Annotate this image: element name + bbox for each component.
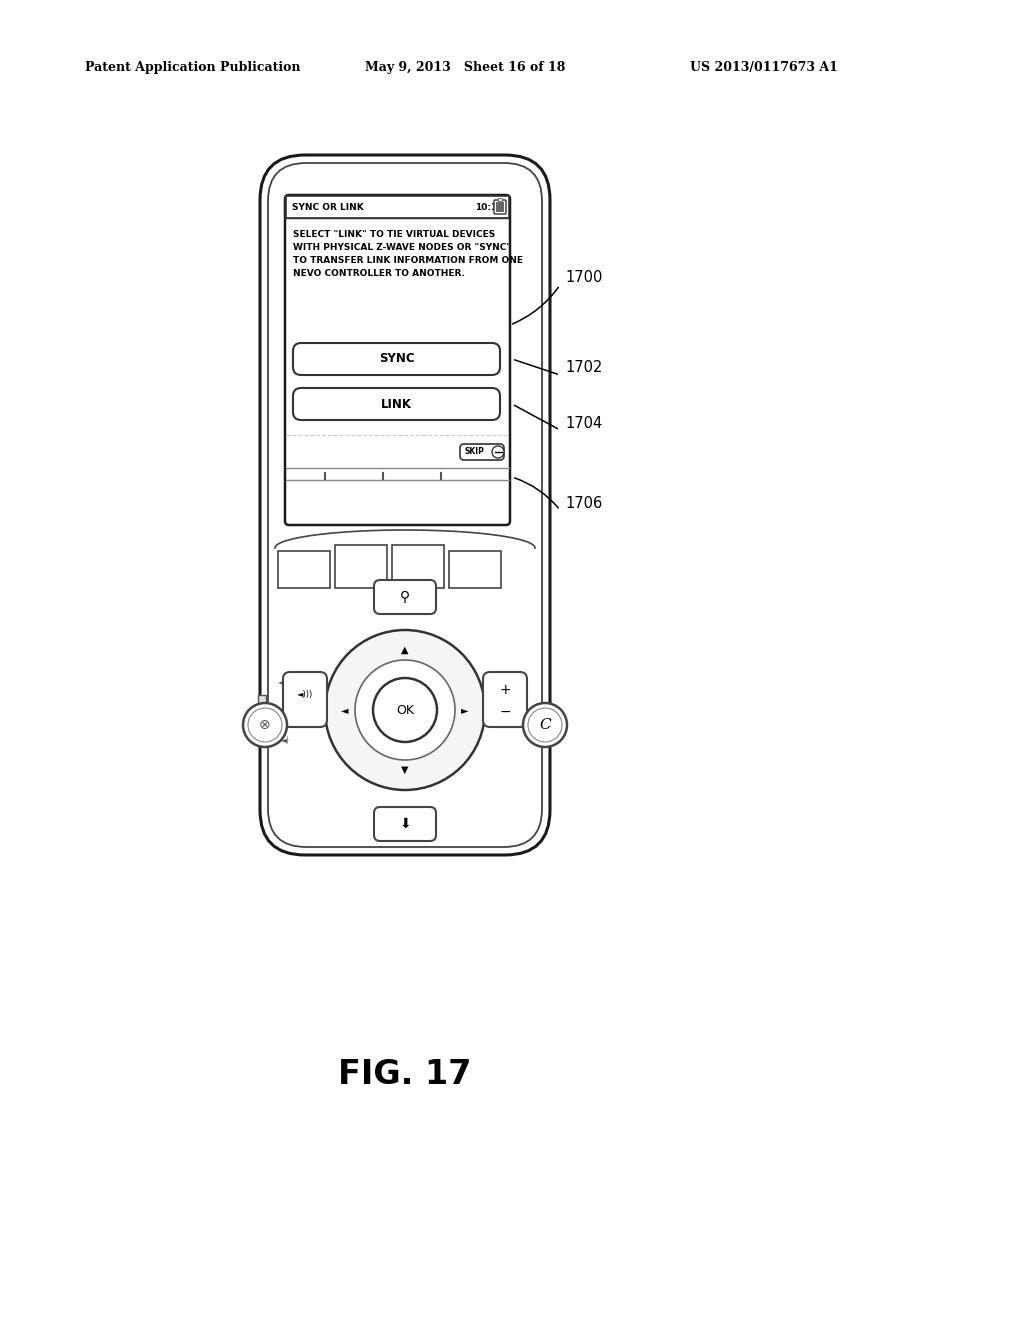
FancyBboxPatch shape	[293, 388, 500, 420]
Text: ⊗: ⊗	[259, 718, 270, 733]
Text: SELECT "LINK" TO TIE VIRTUAL DEVICES
WITH PHYSICAL Z-WAVE NODES OR "SYNC"
TO TRA: SELECT "LINK" TO TIE VIRTUAL DEVICES WIT…	[293, 230, 523, 277]
Text: ◄): ◄)	[281, 735, 290, 744]
Text: LINK: LINK	[381, 397, 412, 411]
Text: ◄: ◄	[341, 705, 349, 715]
Bar	[496, 202, 504, 213]
Bar	[498, 198, 502, 201]
Circle shape	[492, 446, 504, 458]
Text: 1706: 1706	[565, 495, 602, 511]
Bar	[258, 696, 266, 725]
Text: Patent Application Publication: Patent Application Publication	[85, 62, 300, 74]
Text: 1704: 1704	[565, 416, 602, 430]
FancyBboxPatch shape	[374, 579, 436, 614]
Circle shape	[325, 630, 485, 789]
Circle shape	[373, 678, 437, 742]
Text: SYNC OR LINK: SYNC OR LINK	[292, 202, 364, 211]
Text: SKIP: SKIP	[464, 447, 484, 457]
Circle shape	[248, 708, 282, 742]
FancyBboxPatch shape	[374, 807, 436, 841]
Text: C: C	[540, 718, 551, 733]
FancyBboxPatch shape	[260, 154, 550, 855]
Circle shape	[523, 704, 567, 747]
Bar	[449, 550, 501, 587]
Bar	[286, 195, 509, 218]
FancyBboxPatch shape	[483, 672, 527, 727]
Text: ◄))): ◄)))	[297, 689, 313, 698]
Text: May 9, 2013   Sheet 16 of 18: May 9, 2013 Sheet 16 of 18	[365, 62, 565, 74]
Text: ⬇: ⬇	[399, 817, 411, 832]
Text: 1702: 1702	[565, 360, 602, 375]
Text: −: −	[499, 705, 511, 719]
Bar	[335, 545, 387, 587]
Bar	[392, 545, 444, 587]
FancyBboxPatch shape	[268, 162, 542, 847]
Text: 10:18: 10:18	[475, 202, 504, 211]
FancyBboxPatch shape	[494, 201, 506, 214]
Circle shape	[243, 704, 287, 747]
Text: ⚲: ⚲	[400, 590, 410, 605]
Text: ◄))): ◄)))	[278, 677, 293, 686]
Bar	[278, 550, 330, 587]
Circle shape	[355, 660, 455, 760]
FancyBboxPatch shape	[283, 672, 327, 727]
FancyBboxPatch shape	[460, 444, 504, 459]
Text: ▼: ▼	[401, 766, 409, 775]
Text: 1700: 1700	[565, 271, 602, 285]
Text: US 2013/0117673 A1: US 2013/0117673 A1	[690, 62, 838, 74]
FancyBboxPatch shape	[285, 195, 510, 525]
Text: +: +	[499, 682, 511, 697]
Text: FIG. 17: FIG. 17	[338, 1059, 472, 1092]
Text: SYNC: SYNC	[379, 352, 415, 366]
Circle shape	[528, 708, 562, 742]
Text: ►: ►	[461, 705, 469, 715]
Text: OK: OK	[396, 704, 414, 717]
Text: ▲: ▲	[401, 645, 409, 655]
FancyBboxPatch shape	[293, 343, 500, 375]
